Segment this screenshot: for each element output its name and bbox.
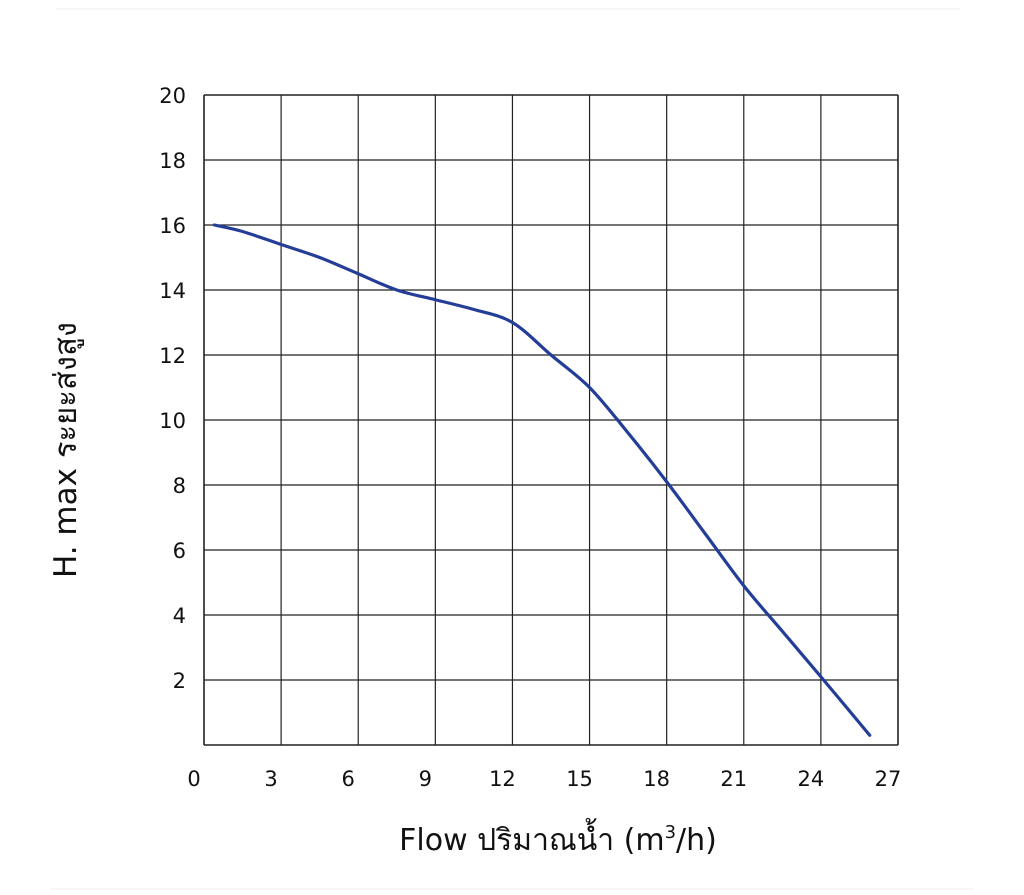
x-tick-label: 15 (566, 767, 593, 791)
y-tick-labels: 2 4 6 8 10 12 14 16 18 20 (159, 84, 186, 693)
x-tick-label: 0 (187, 767, 200, 791)
x-tick-label: 18 (643, 767, 670, 791)
y-tick-label: 8 (173, 474, 186, 498)
y-tick-label: 2 (173, 669, 186, 693)
y-tick-label: 10 (159, 409, 186, 433)
y-tick-label: 12 (159, 344, 186, 368)
x-tick-label: 6 (342, 767, 355, 791)
y-tick-label: 16 (159, 214, 186, 238)
y-tick-label: 4 (173, 604, 186, 628)
x-tick-label: 21 (720, 767, 747, 791)
y-tick-label: 18 (159, 149, 186, 173)
x-tick-labels: 0 3 6 9 12 15 18 21 24 27 (187, 767, 901, 791)
performance-curve (212, 223, 872, 737)
x-axis-title-superscript: 3 (665, 822, 676, 843)
grid (203, 94, 899, 746)
x-tick-label: 3 (264, 767, 277, 791)
y-tick-label: 6 (173, 539, 186, 563)
x-tick-label: 27 (875, 767, 902, 791)
x-tick-label: 9 (419, 767, 432, 791)
x-tick-label: 12 (489, 767, 516, 791)
x-tick-label: 24 (798, 767, 825, 791)
x-axis-title-tail: /h) (676, 823, 717, 858)
x-axis-title: Flow ปริมาณน้ำ (m3/h) (399, 818, 717, 858)
y-tick-label: 14 (159, 279, 186, 303)
x-axis-title-main: Flow ปริมาณน้ำ (m (399, 818, 664, 858)
y-tick-label: 20 (159, 84, 186, 108)
performance-curve-layer (212, 223, 872, 737)
y-axis-title: H. max ระยะส่งสูง (48, 322, 84, 578)
